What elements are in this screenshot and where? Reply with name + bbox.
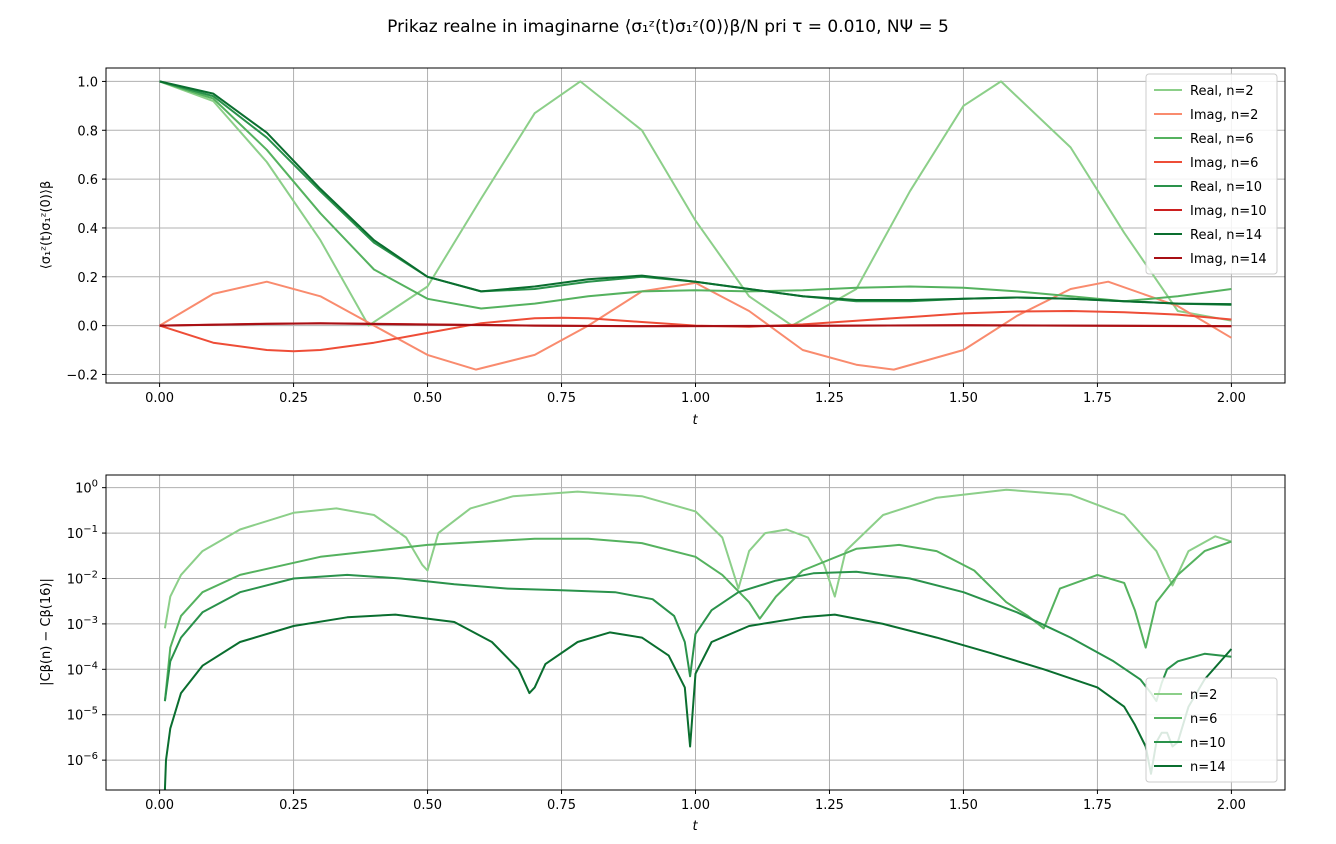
bottom-x-tick-label: 1.25 (815, 798, 844, 813)
bottom-x-tick-label: 0.50 (413, 798, 442, 813)
top-x-axis-label: t (692, 413, 698, 428)
figure-title: Prikaz realne in imaginarne ⟨σ₁ᶻ(t)σ₁ᶻ(0… (387, 17, 949, 37)
bottom-series-line-n-2 (163, 488, 1232, 629)
bottom-y-tick-label: 10−6 (67, 751, 98, 769)
top-series-line-real-n-2 (159, 80, 1232, 327)
top-y-axis-label: ⟨σ₁ᶻ(t)σ₁ᶻ(0)⟩β (39, 181, 54, 270)
top-x-tick-label: 0.75 (547, 391, 576, 406)
top-legend-label: Real, n=6 (1190, 132, 1254, 147)
bottom-y-tick-label: 100 (75, 479, 98, 497)
top-legend: Real, n=2 Imag, n=2 Real, n=6 Imag, n=6 Real… (1145, 73, 1278, 275)
top-x-tick-label: 2.00 (1217, 391, 1246, 406)
top-legend-label: Imag, n=2 (1190, 108, 1258, 123)
bottom-axes: 0.00 0.25 0.50 0.75 1.00 1.25 1.50 1.75 2.00 10−… (39, 474, 1286, 834)
top-y-ticks: −0.2 0.0 0.2 0.4 0.6 0.8 1.0 (66, 75, 106, 383)
top-x-tick-label: 1.25 (815, 391, 844, 406)
top-y-tick-label: −0.2 (66, 368, 98, 383)
bottom-legend-label: n=2 (1190, 688, 1217, 703)
bottom-series-line-n-14 (163, 613, 1233, 790)
bottom-x-tick-label: 2.00 (1217, 798, 1246, 813)
top-y-tick-label: 0.6 (77, 173, 98, 188)
top-x-tick-label: 1.00 (681, 391, 710, 406)
bottom-x-tick-label: 0.25 (279, 798, 308, 813)
top-x-tick-label: 1.75 (1083, 391, 1112, 406)
bottom-x-tick-label: 1.00 (681, 798, 710, 813)
top-x-tick-label: 0.50 (413, 391, 442, 406)
bottom-legend-label: n=10 (1190, 736, 1226, 751)
top-y-tick-label: 0.4 (77, 222, 98, 237)
top-series-line-imag-n-6 (159, 310, 1232, 353)
bottom-series-line-n-6 (163, 537, 1232, 702)
bottom-y-tick-label: 10−2 (67, 569, 98, 587)
bottom-series-group (163, 488, 1233, 790)
top-series-line-imag-n-14 (159, 322, 1232, 328)
bottom-y-tick-label: 10−1 (67, 524, 98, 542)
bottom-y-tick-label: 10−4 (67, 660, 98, 678)
top-series-line-real-n-14 (159, 80, 1232, 306)
bottom-x-tick-label: 1.50 (949, 798, 978, 813)
top-y-tick-label: 1.0 (77, 75, 98, 90)
bottom-legend-label: n=14 (1190, 760, 1226, 775)
bottom-y-ticks: 10−6 10−5 10−4 10−3 10−2 10−1 100 (67, 479, 106, 769)
top-legend-label: Real, n=14 (1190, 228, 1262, 243)
bottom-x-axis-label: t (692, 819, 698, 834)
top-x-ticks: 0.00 0.25 0.50 0.75 1.00 1.25 1.50 1.75 2.00 (145, 383, 1246, 406)
top-legend-label: Real, n=2 (1190, 84, 1254, 99)
bottom-y-tick-label: 10−3 (67, 615, 98, 633)
top-grid (106, 68, 1285, 383)
top-y-tick-label: 0.8 (77, 124, 98, 139)
top-legend-label: Imag, n=14 (1190, 252, 1267, 267)
bottom-y-axis-label: |Cβ(n) − Cβ(16)| (39, 578, 54, 686)
top-axes: 0.00 0.25 0.50 0.75 1.00 1.25 1.50 1.75 2.00 −0.… (39, 67, 1286, 428)
bottom-legend: n=2 n=6 n=10 n=14 (1145, 677, 1278, 783)
bottom-x-ticks: 0.00 0.25 0.50 0.75 1.00 1.25 1.50 1.75 2.00 (145, 790, 1246, 813)
bottom-series-line-n-10 (163, 570, 1232, 703)
bottom-legend-label: n=6 (1190, 712, 1217, 727)
top-x-tick-label: 0.00 (145, 391, 174, 406)
bottom-y-tick-label: 10−5 (67, 706, 98, 724)
bottom-x-tick-label: 0.75 (547, 798, 576, 813)
top-legend-label: Imag, n=10 (1190, 204, 1267, 219)
top-series-group (159, 80, 1232, 371)
bottom-legend-box (1145, 677, 1278, 783)
top-series-line-real-n-6 (159, 80, 1232, 310)
top-x-tick-label: 0.25 (279, 391, 308, 406)
bottom-x-tick-label: 0.00 (145, 798, 174, 813)
top-x-tick-label: 1.50 (949, 391, 978, 406)
bottom-x-tick-label: 1.75 (1083, 798, 1112, 813)
top-y-tick-label: 0.0 (77, 320, 98, 335)
top-legend-label: Imag, n=6 (1190, 156, 1258, 171)
top-legend-label: Real, n=10 (1190, 180, 1262, 195)
top-y-tick-label: 0.2 (77, 271, 98, 286)
top-legend-box (1145, 73, 1278, 275)
